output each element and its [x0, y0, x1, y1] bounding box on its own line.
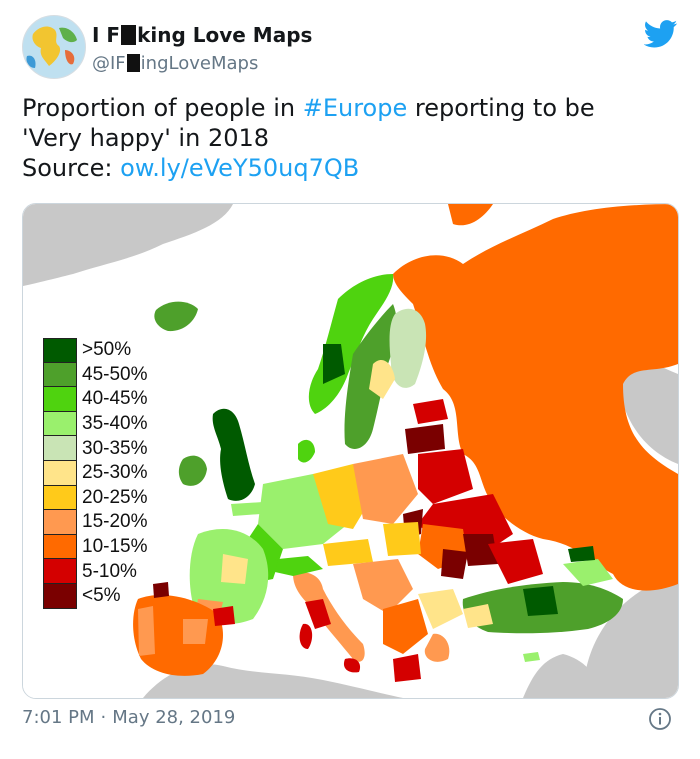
- info-icon[interactable]: [648, 707, 672, 731]
- legend-swatch: [43, 510, 77, 535]
- legend-label: >50%: [82, 339, 132, 361]
- redaction-block: [121, 25, 137, 45]
- author-name-part1: I F: [92, 23, 121, 47]
- legend-label: 35-40%: [82, 413, 148, 435]
- legend-swatch: [43, 534, 77, 560]
- twitter-bird-icon[interactable]: [644, 20, 678, 48]
- legend-swatch: [43, 583, 77, 609]
- tweet-text-suffix: reporting to be: [407, 94, 595, 122]
- legend-label: <5%: [82, 585, 121, 607]
- author-name-part2: king Love Maps: [137, 23, 313, 47]
- author-handle-part2: ingLoveMaps: [140, 52, 259, 74]
- tweet-line-1: Proportion of people in #Europe reportin…: [22, 93, 672, 123]
- legend-swatch: [43, 362, 77, 388]
- legend-item: 35-40%: [43, 411, 148, 437]
- legend-label: 45-50%: [82, 363, 148, 385]
- legend-label: 10-15%: [82, 536, 148, 558]
- tweet-text: Proportion of people in #Europe reportin…: [22, 93, 672, 183]
- legend-label: 15-20%: [82, 511, 148, 533]
- legend-item: 5-10%: [43, 559, 148, 584]
- europe-happiness-map: [23, 204, 678, 698]
- author-handle-part1: @IF: [92, 52, 126, 74]
- map-image[interactable]: >50% 45-50% 40-45% 35-40% 30-35% 25-30% …: [22, 203, 679, 699]
- legend-item: 30-35%: [43, 436, 148, 461]
- tweet-line-2: 'Very happy' in 2018: [22, 124, 270, 152]
- tweet-line-3: Source: ow.ly/eVeY50uq7QB: [22, 153, 672, 183]
- tweet-timestamp[interactable]: 7:01 PM · May 28, 2019: [22, 707, 235, 728]
- legend-label: 20-25%: [82, 486, 148, 508]
- source-link[interactable]: ow.ly/eVeY50uq7QB: [120, 154, 360, 182]
- legend-item: >50%: [43, 338, 148, 363]
- legend-swatch: [43, 338, 77, 363]
- legend-swatch: [43, 387, 77, 412]
- avatar-map-image: [23, 16, 85, 78]
- redaction-block: [126, 54, 140, 72]
- legend-item: <5%: [43, 583, 148, 609]
- legend-item: 10-15%: [43, 534, 148, 560]
- avatar[interactable]: [22, 15, 86, 79]
- legend-swatch: [43, 559, 77, 584]
- legend-swatch: [43, 411, 77, 437]
- legend-label: 25-30%: [82, 462, 148, 484]
- timestamp-separator: ·: [100, 707, 107, 728]
- tweet-date: May 28, 2019: [112, 707, 236, 728]
- source-prefix: Source:: [22, 154, 121, 182]
- legend-item: 40-45%: [43, 387, 148, 412]
- legend-swatch: [43, 485, 77, 511]
- author-name[interactable]: I F king Love Maps: [92, 22, 312, 48]
- hashtag-link[interactable]: #Europe: [302, 94, 408, 122]
- legend-label: 30-35%: [82, 437, 148, 459]
- legend-item: 25-30%: [43, 460, 148, 486]
- legend-swatch: [43, 436, 77, 461]
- tweet-time: 7:01 PM: [22, 707, 95, 728]
- legend-label: 40-45%: [82, 388, 148, 410]
- legend-label: 5-10%: [82, 560, 137, 582]
- legend-swatch: [43, 460, 77, 486]
- map-legend: >50% 45-50% 40-45% 35-40% 30-35% 25-30% …: [43, 338, 148, 609]
- legend-item: 15-20%: [43, 510, 148, 535]
- author-handle[interactable]: @IF ingLoveMaps: [92, 51, 258, 75]
- tweet-text-prefix: Proportion of people in: [22, 94, 303, 122]
- legend-item: 45-50%: [43, 362, 148, 388]
- legend-item: 20-25%: [43, 485, 148, 511]
